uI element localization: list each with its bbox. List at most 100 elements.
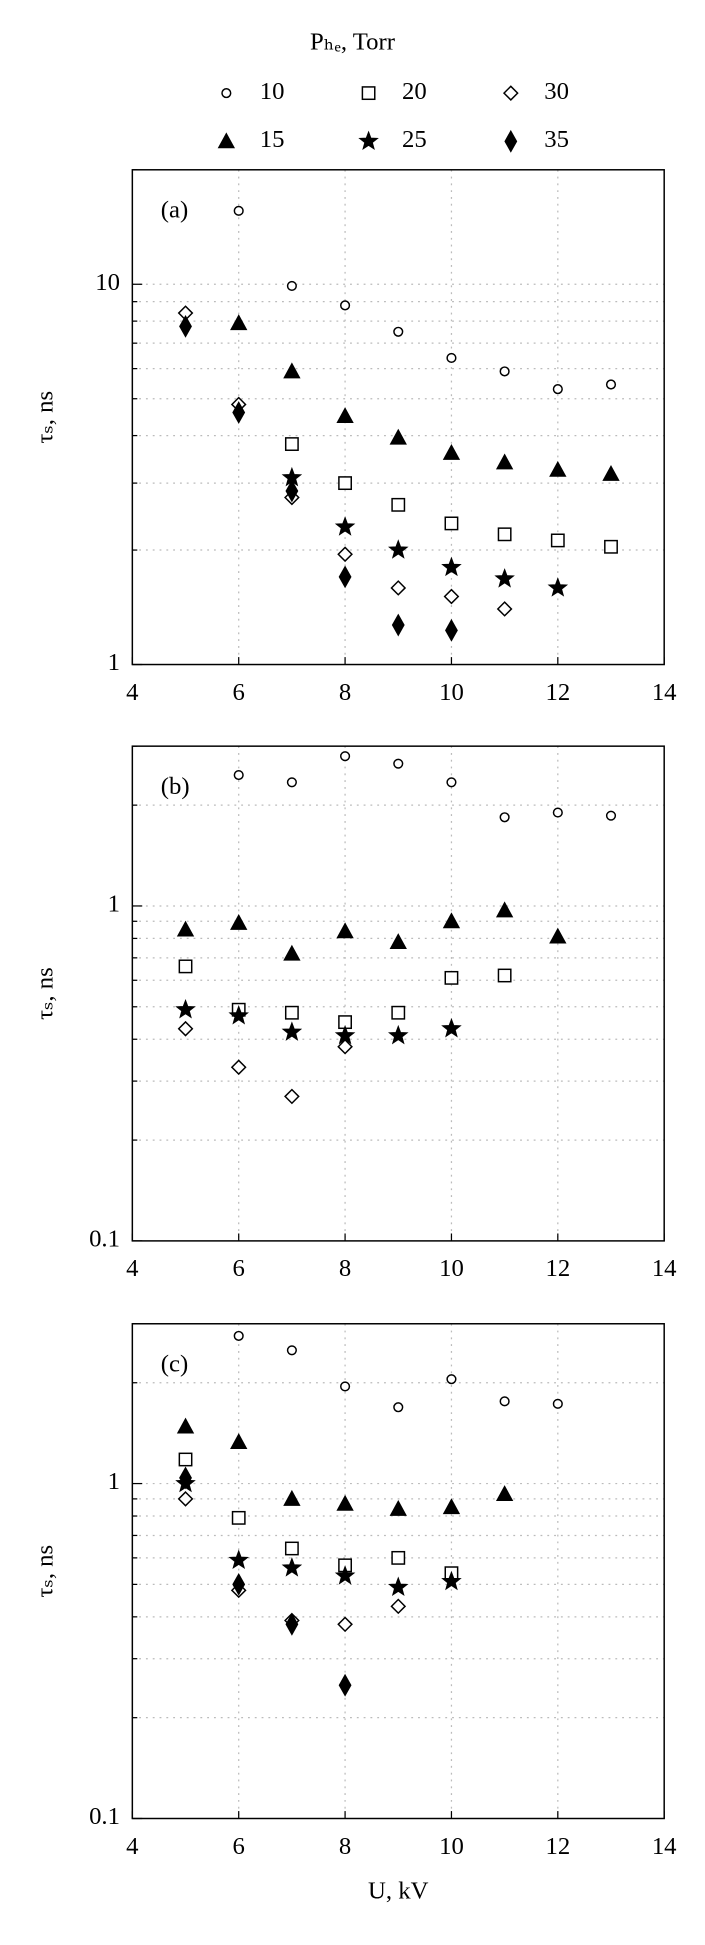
marker xyxy=(552,1398,563,1409)
y-axis-label: τₛ, ns xyxy=(32,967,59,1020)
marker xyxy=(284,1541,299,1556)
marker xyxy=(391,1550,406,1565)
marker xyxy=(285,479,299,503)
legend-label: 20 xyxy=(402,78,427,105)
x-tick-label: 8 xyxy=(339,679,351,706)
x-tick-label: 6 xyxy=(233,1255,245,1282)
marker xyxy=(391,1005,406,1020)
marker xyxy=(336,922,354,939)
marker xyxy=(499,812,510,823)
marker xyxy=(446,777,457,788)
marker xyxy=(281,1557,303,1577)
y-tick-label: 1 xyxy=(108,891,120,918)
marker xyxy=(179,314,192,338)
legend-label: 30 xyxy=(544,78,569,105)
marker xyxy=(336,1494,354,1511)
y-axis-label: τₛ, ns xyxy=(32,391,59,444)
marker xyxy=(443,588,460,605)
marker xyxy=(338,1673,352,1697)
y-tick-label: 1 xyxy=(108,1468,120,1495)
marker xyxy=(228,1005,249,1025)
marker xyxy=(338,565,352,589)
marker xyxy=(230,1433,248,1450)
marker xyxy=(230,314,248,331)
marker xyxy=(390,580,407,596)
y-tick-label: 0.1 xyxy=(89,1226,120,1253)
marker xyxy=(393,1402,404,1413)
marker xyxy=(494,568,515,588)
marker xyxy=(340,1381,351,1392)
marker xyxy=(230,913,248,930)
marker xyxy=(441,1570,462,1591)
legend-label: 15 xyxy=(260,126,285,153)
marker xyxy=(499,366,510,377)
y-tick-label: 10 xyxy=(95,269,120,296)
x-tick-label: 10 xyxy=(439,1255,464,1282)
marker xyxy=(284,1005,299,1020)
marker xyxy=(283,1489,301,1506)
marker xyxy=(495,1485,514,1502)
x-tick-label: 4 xyxy=(126,679,138,706)
marker xyxy=(334,1565,356,1585)
x-tick-label: 10 xyxy=(439,679,464,706)
marker xyxy=(390,1598,407,1615)
marker xyxy=(176,920,195,937)
x-tick-label: 12 xyxy=(545,679,570,706)
marker xyxy=(232,1572,246,1596)
marker xyxy=(552,384,563,395)
marker xyxy=(497,527,512,542)
marker xyxy=(549,460,567,477)
x-tick-label: 10 xyxy=(439,1833,464,1860)
marker xyxy=(445,618,458,642)
y-tick-label: 0.1 xyxy=(89,1803,120,1830)
marker xyxy=(549,927,567,944)
marker xyxy=(283,362,301,379)
marker xyxy=(441,1017,462,1038)
marker xyxy=(547,577,569,597)
legend-marker xyxy=(358,130,379,151)
marker xyxy=(391,613,405,637)
marker xyxy=(284,1088,300,1105)
x-axis-label: U, kV xyxy=(368,1877,429,1904)
legend-marker xyxy=(361,86,376,101)
x-tick-label: 14 xyxy=(652,1833,677,1860)
marker xyxy=(388,1024,409,1045)
marker xyxy=(175,998,196,1019)
panel-label: (c) xyxy=(161,1350,188,1377)
marker xyxy=(602,465,620,481)
plot-frame xyxy=(131,169,665,666)
legend-title: Pₕₑ, Torr xyxy=(310,28,396,55)
marker xyxy=(178,1452,193,1467)
plot-frame xyxy=(131,745,665,1242)
legend-label: 10 xyxy=(260,78,285,105)
marker xyxy=(444,970,459,985)
marker xyxy=(228,1549,249,1570)
marker xyxy=(497,968,512,983)
marker xyxy=(233,205,244,216)
marker xyxy=(232,401,246,424)
marker xyxy=(388,539,409,559)
y-tick-label: 1 xyxy=(108,649,120,676)
marker xyxy=(499,1396,510,1407)
x-tick-label: 8 xyxy=(339,1255,351,1282)
marker xyxy=(393,758,404,769)
marker xyxy=(446,1374,457,1385)
marker xyxy=(442,1498,461,1515)
marker xyxy=(283,944,301,961)
marker xyxy=(389,933,407,950)
marker xyxy=(388,1576,409,1597)
marker xyxy=(230,1059,247,1076)
marker xyxy=(178,959,193,974)
marker xyxy=(285,1612,299,1636)
marker xyxy=(442,444,461,460)
marker xyxy=(442,912,461,929)
x-tick-label: 6 xyxy=(233,1833,245,1860)
marker xyxy=(284,437,299,451)
marker xyxy=(233,1330,244,1341)
x-tick-label: 14 xyxy=(652,679,677,706)
marker xyxy=(496,601,513,617)
marker xyxy=(495,453,514,470)
marker xyxy=(389,428,407,445)
marker xyxy=(550,533,565,548)
